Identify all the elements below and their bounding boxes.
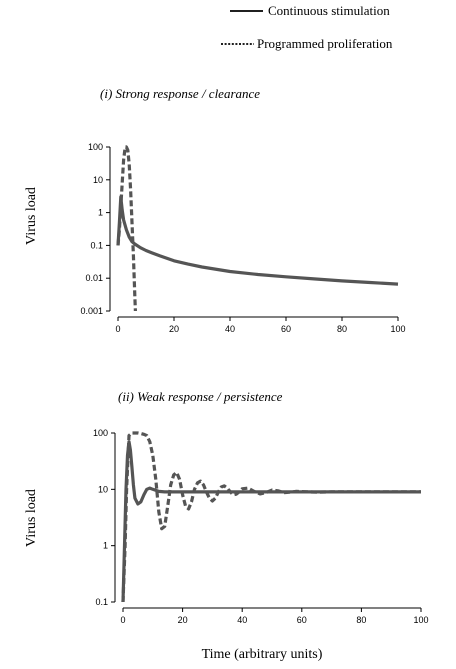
y-tick-label: 1 (98, 208, 103, 218)
axes: 0.001 0.01 0.1 1 10 100 0 20 40 60 80 100 (80, 142, 405, 334)
x-tick-label: 0 (115, 324, 120, 334)
x-tick-label: 80 (356, 615, 366, 625)
x-tick-label: 40 (237, 615, 247, 625)
legend-label-programmed: Programmed proliferation (257, 36, 393, 51)
x-tick-label: 80 (337, 324, 347, 334)
x-tick-label: 20 (178, 615, 188, 625)
x-tick-label: 40 (225, 324, 235, 334)
series-layer (121, 431, 421, 603)
y-tick-label: 0.1 (95, 597, 108, 607)
y-tick-label: 0.1 (90, 240, 103, 250)
y-axis-label: Virus load (24, 489, 39, 547)
x-tick-label: 60 (297, 615, 307, 625)
panel-title: (ii) Weak response / persistence (118, 389, 283, 404)
series-layer (116, 145, 399, 312)
y-tick-label: 0.01 (85, 273, 103, 283)
legend: Continuous stimulation Programmed prolif… (221, 3, 393, 51)
series-programmed-proliferation (121, 431, 421, 603)
panel-title: (i) Strong response / clearance (100, 86, 260, 101)
x-tick-label: 100 (390, 324, 405, 334)
legend-label-continuous: Continuous stimulation (268, 3, 390, 18)
x-tick-label: 100 (413, 615, 428, 625)
panel-weak-response: (ii) Weak response / persistence Virus l… (24, 389, 429, 625)
axes: 0.1 1 10 100 0 20 40 60 80 100 (93, 428, 429, 625)
y-tick-label: 100 (88, 142, 103, 152)
y-tick-label: 0.001 (80, 306, 103, 316)
x-axis-label: Time (arbitrary units) (202, 647, 323, 662)
panel-strong-response: (i) Strong response / clearance Virus lo… (24, 86, 406, 334)
y-tick-label: 10 (98, 484, 108, 494)
y-tick-label: 1 (103, 541, 108, 551)
y-tick-label: 100 (93, 428, 108, 438)
x-tick-label: 20 (169, 324, 179, 334)
series-programmed-proliferation (116, 145, 137, 312)
series-continuous-stimulation (116, 195, 399, 286)
x-tick-label: 0 (120, 615, 125, 625)
x-tick-label: 60 (281, 324, 291, 334)
y-axis-label: Virus load (24, 187, 39, 245)
y-tick-label: 10 (93, 175, 103, 185)
series-continuous-stimulation (121, 440, 421, 603)
